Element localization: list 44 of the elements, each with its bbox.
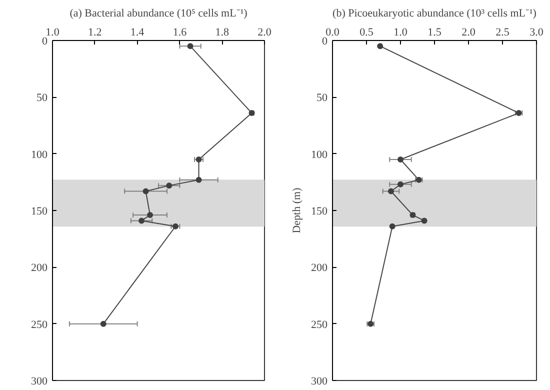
y-tick-label: 300 [311,376,328,388]
point [172,223,178,230]
y-tick-label: 200 [31,262,48,274]
x-tick-label: 1.2 [88,26,102,38]
point [398,156,404,162]
y-tick-label: 150 [31,206,48,218]
chart-title: (a) Bacterial abundance (10⁵ cells mL⁻¹) [70,8,248,20]
x-tick-label: 3.0 [530,26,544,38]
chart-title: (b) Picoeukaryotic abundance (10³ cells mL⁻¹) [332,8,537,20]
point [100,320,106,327]
point [196,176,202,183]
x-tick-label: 1.5 [428,26,442,38]
point [138,218,145,224]
y-tick-label: 0 [322,36,328,48]
y-axis-title: Depth (m) [291,187,303,234]
x-tick-label: 1.0 [46,26,60,38]
y-tick-label: 50 [316,92,328,104]
y-tick-label: 100 [31,148,48,161]
x-tick-label: 0.5 [360,26,374,38]
y-tick-label: 250 [31,318,48,331]
point [142,188,149,194]
y-tick-label: 0 [42,36,48,48]
point [196,156,202,162]
x-tick-label: 2.5 [496,26,510,38]
x-tick-label: 2.0 [462,26,476,38]
y-tick-label: 50 [36,92,48,104]
point [147,212,154,218]
point [377,43,384,50]
x-tick-label: 1.6 [172,26,188,38]
x-tick-label: 1.4 [130,26,145,38]
y-tick-label: 200 [311,262,328,274]
y-tick-label: 250 [311,318,328,331]
point [187,43,194,50]
point [166,182,172,189]
x-tick-label: 1.8 [215,26,230,38]
point [398,181,404,188]
y-tick-label: 100 [311,148,328,161]
y-tick-label: 300 [31,376,48,388]
y-tick-label: 150 [311,206,328,218]
x-tick-label: 2.0 [258,26,272,38]
x-tick-label: 1.0 [394,26,408,38]
point [388,188,394,194]
x-tick-label: 0.0 [326,26,340,38]
point [389,223,396,230]
